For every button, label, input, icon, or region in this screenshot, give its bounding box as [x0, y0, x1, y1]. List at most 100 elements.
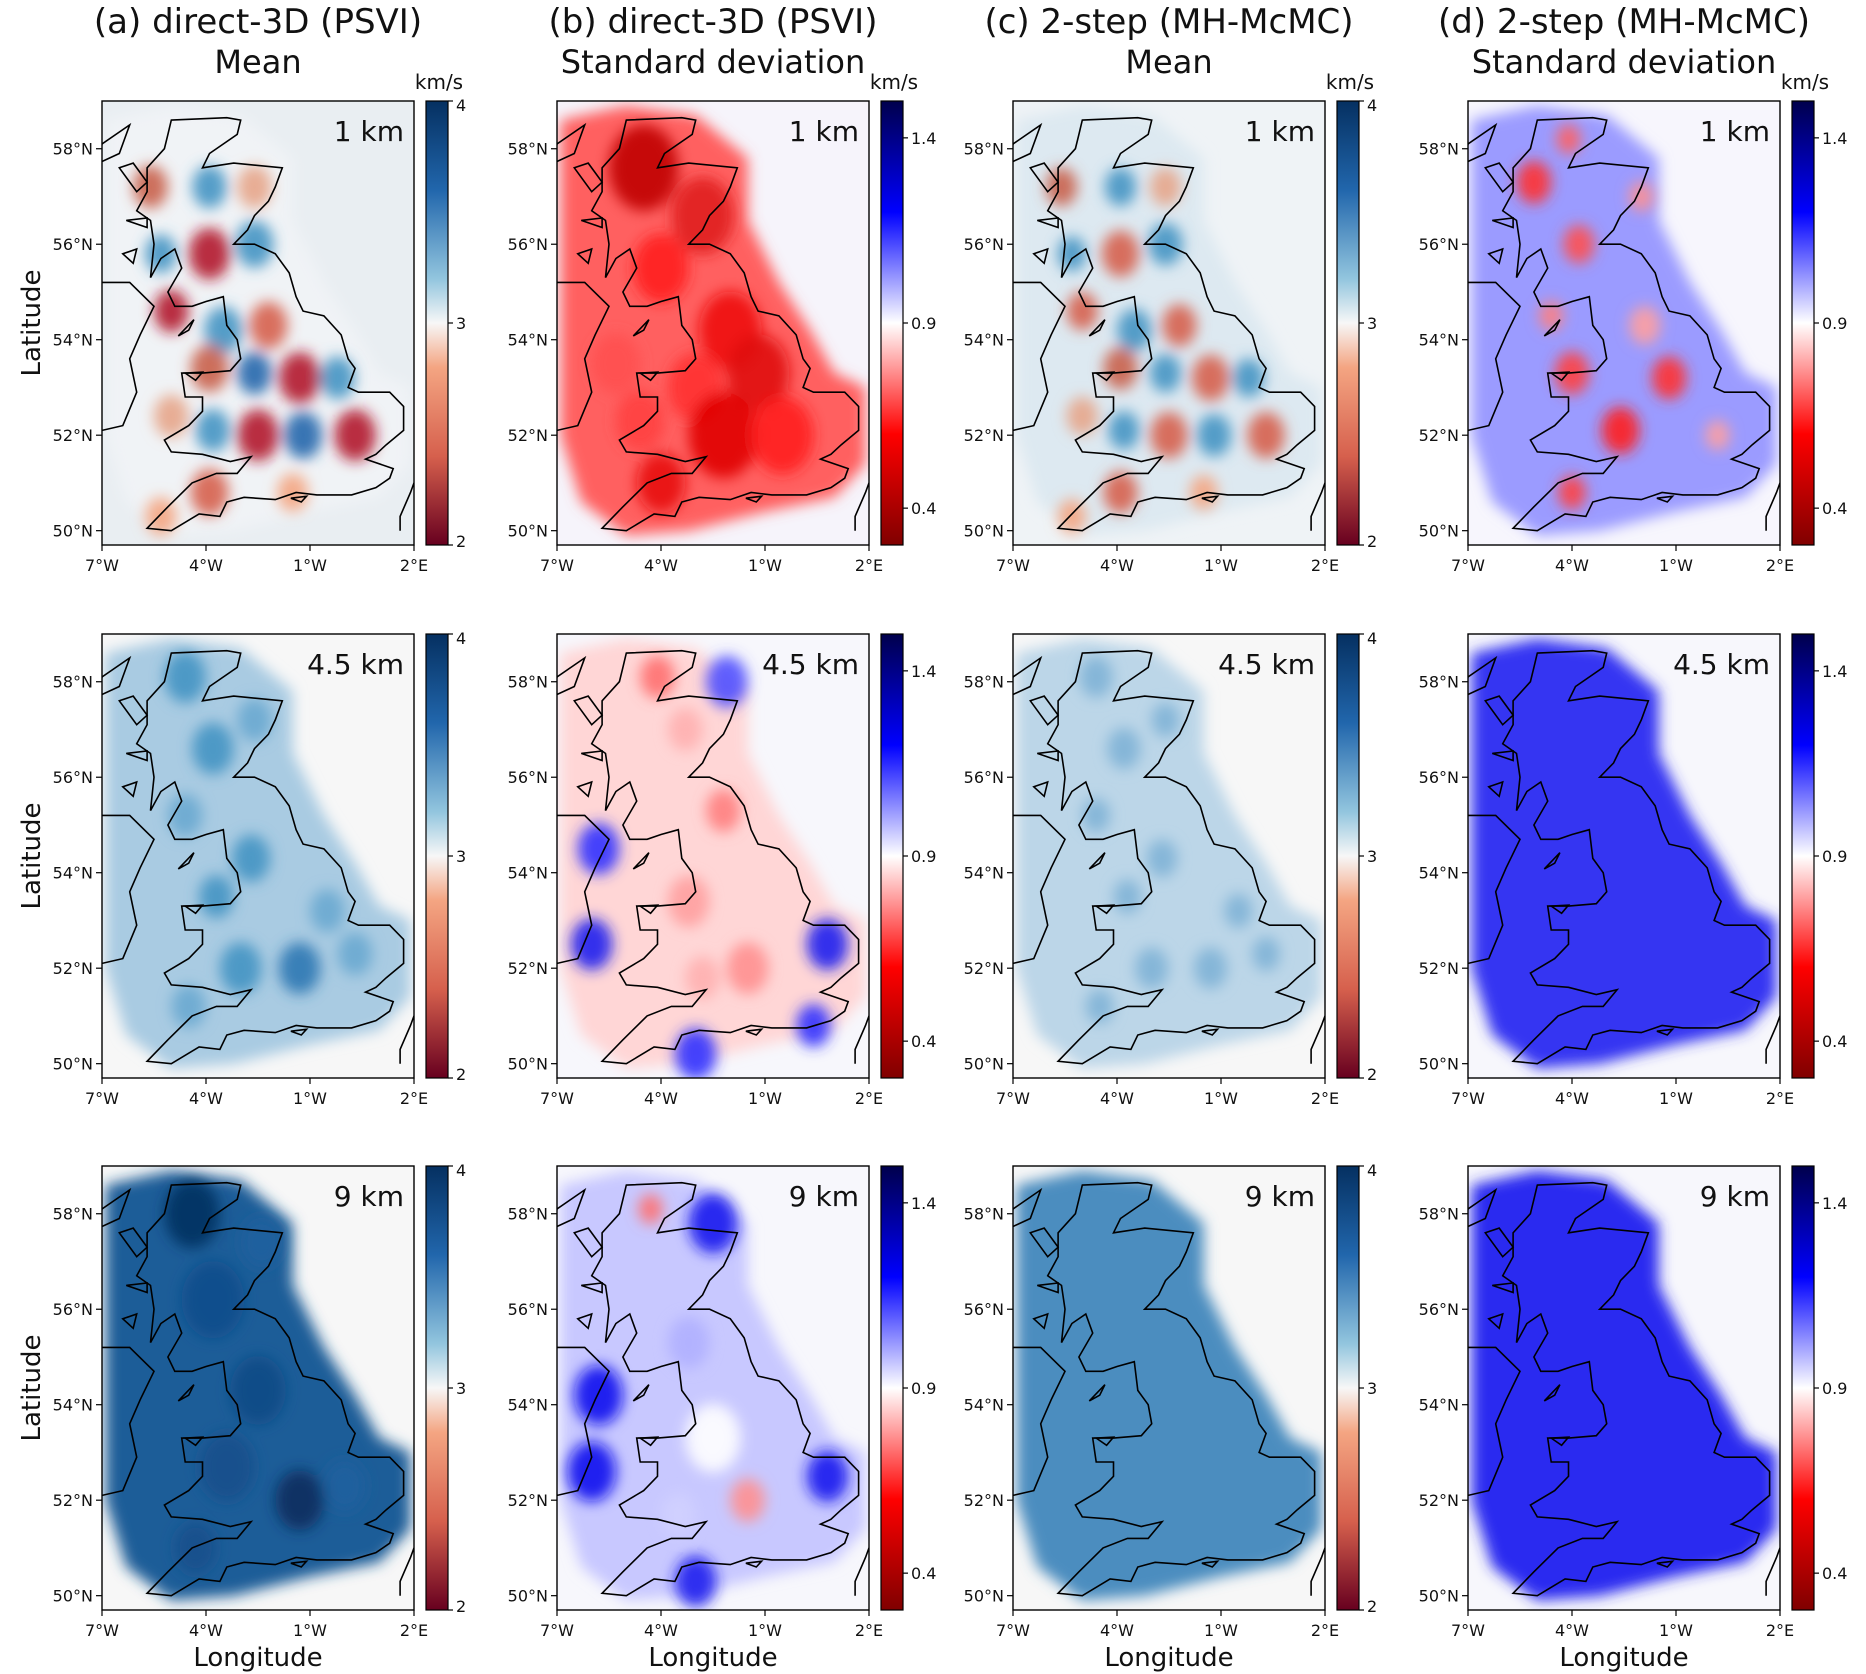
- coastline: [1093, 904, 1116, 915]
- colorbar-tick-label: 1.4: [911, 1194, 936, 1213]
- colorbar-tick-label: 0.4: [911, 499, 936, 518]
- coastline: [102, 655, 132, 696]
- map-frame: [1012, 1165, 1326, 1611]
- y-tick-label: 58°N: [508, 140, 548, 159]
- coastline: [1029, 695, 1060, 726]
- coastline: [1501, 649, 1771, 1065]
- colorbar-std: [1791, 633, 1815, 1079]
- velocity-anomaly-blob: [633, 233, 689, 303]
- velocity-anomaly-blob: [1252, 936, 1280, 972]
- colorbar-tick-label: 3: [1367, 314, 1377, 333]
- colorbar-tick-label: 0.4: [1822, 1564, 1847, 1583]
- velocity-anomaly-blob: [1629, 181, 1654, 212]
- velocity-anomaly-blob: [1705, 420, 1730, 451]
- panel-b2: 4.5 km 58°N 56°N 54°N 52°N 50°N 7°W 4°W 1°W 2°E 1.…: [508, 633, 936, 1108]
- x-tick-label: 7°W: [996, 1089, 1030, 1108]
- velocity-anomaly-blob: [577, 823, 620, 875]
- colorbar-std: [1791, 100, 1815, 546]
- colorbar-tick-label: 1.4: [1822, 662, 1847, 681]
- colorbar-std: [880, 633, 904, 1079]
- coastline-france: [1765, 1015, 1780, 1064]
- coastline: [1484, 162, 1515, 193]
- coastline-france: [1310, 1547, 1325, 1596]
- coastline: [1037, 217, 1059, 229]
- y-tick-label: 54°N: [508, 864, 548, 883]
- velocity-anomaly-blob: [133, 165, 168, 209]
- x-tick-label: 1°W: [1204, 1621, 1238, 1640]
- colorbar-tick-label: 4: [456, 1161, 466, 1180]
- x-tick-label: 4°W: [644, 1089, 678, 1108]
- velocity-anomaly-blob: [154, 394, 189, 438]
- column-subtitle: Mean: [214, 43, 301, 81]
- y-axis-label: Latitude: [17, 802, 47, 909]
- colorbar-tick-label: 1.4: [1822, 129, 1847, 148]
- velocity-anomaly-blob: [190, 344, 229, 392]
- velocity-anomaly-blob: [167, 793, 203, 837]
- velocity-anomaly-blob: [730, 1478, 765, 1522]
- velocity-anomaly-blob: [609, 124, 679, 211]
- colorbar-tick-label: 1.4: [911, 662, 936, 681]
- velocity-anomaly-blob: [334, 409, 376, 462]
- y-tick-label: 50°N: [508, 522, 548, 541]
- x-tick-label: 2°E: [1766, 556, 1794, 575]
- velocity-anomaly-blob: [1516, 160, 1552, 204]
- x-tick-label: 1°W: [748, 1089, 782, 1108]
- colorbar-tick-label: 0.9: [911, 847, 936, 866]
- coastline-ireland: [557, 814, 610, 965]
- colorbar-mean: [425, 633, 449, 1079]
- velocity-anomaly-blob: [615, 390, 665, 451]
- velocity-anomaly-blob: [1162, 304, 1197, 347]
- x-tick-label: 7°W: [996, 1621, 1030, 1640]
- coastline: [1548, 1436, 1571, 1447]
- velocity-anomaly-blob: [574, 1365, 623, 1426]
- map-frame: [556, 633, 870, 1079]
- y-tick-label: 52°N: [508, 1491, 548, 1510]
- y-tick-label: 54°N: [53, 864, 93, 883]
- x-tick-label: 1°W: [1204, 1089, 1238, 1108]
- coastline: [1548, 371, 1571, 382]
- x-tick-label: 7°W: [540, 1621, 574, 1640]
- velocity-anomaly-blob: [190, 468, 229, 517]
- coastline: [135, 116, 405, 532]
- x-tick-label: 2°E: [855, 1621, 883, 1640]
- colorbar-tick-label: 2: [456, 532, 466, 551]
- colorbar-tick-label: 3: [456, 1379, 466, 1398]
- map-frame: [101, 100, 415, 546]
- colorbar-tick-label: 4: [1367, 1161, 1377, 1180]
- velocity-anomaly-blob: [671, 176, 734, 255]
- y-tick-label: 58°N: [1419, 140, 1459, 159]
- y-tick-label: 52°N: [53, 1491, 93, 1510]
- panel-c3: 9 km 58°N 56°N 54°N 52°N 50°N 7°W 4°W 1°W 2°E 4 3 2 L…: [964, 1161, 1378, 1673]
- velocity-anomaly-blob: [232, 834, 271, 882]
- y-tick-label: 52°N: [53, 959, 93, 978]
- coastline-france: [1310, 1015, 1325, 1064]
- coastline: [1032, 780, 1049, 798]
- velocity-anomaly-blob: [277, 473, 309, 512]
- coastline: [118, 695, 149, 726]
- coastline: [1013, 122, 1043, 163]
- velocity-anomaly-blob: [204, 306, 243, 354]
- y-tick-label: 52°N: [964, 426, 1004, 445]
- coastline: [1468, 122, 1498, 163]
- coastline: [1088, 319, 1106, 337]
- y-tick-label: 58°N: [964, 1205, 1004, 1224]
- velocity-anomaly-blob: [164, 1179, 220, 1249]
- panel-b3: 9 km 58°N 56°N 54°N 52°N 50°N 7°W 4°W 1°W 2°E 1.4 0…: [508, 1165, 936, 1673]
- column-subtitle: Mean: [1125, 43, 1212, 81]
- coastline: [1656, 1560, 1675, 1568]
- x-tick-label: 2°E: [400, 1621, 428, 1640]
- y-tick-label: 58°N: [1419, 673, 1459, 692]
- coastline-france: [854, 482, 869, 531]
- x-tick-label: 1°W: [1659, 556, 1693, 575]
- coastline: [135, 1181, 405, 1597]
- velocity-anomaly-blob: [1556, 124, 1581, 155]
- coastline: [632, 1384, 650, 1402]
- y-tick-label: 50°N: [508, 1587, 548, 1606]
- coastline: [576, 1312, 593, 1330]
- coastline: [1468, 1187, 1498, 1228]
- y-tick-label: 52°N: [964, 959, 1004, 978]
- velocity-anomaly-blob: [636, 452, 686, 513]
- y-tick-label: 54°N: [1419, 864, 1459, 883]
- x-tick-label: 4°W: [189, 1089, 223, 1108]
- x-tick-label: 4°W: [1555, 556, 1589, 575]
